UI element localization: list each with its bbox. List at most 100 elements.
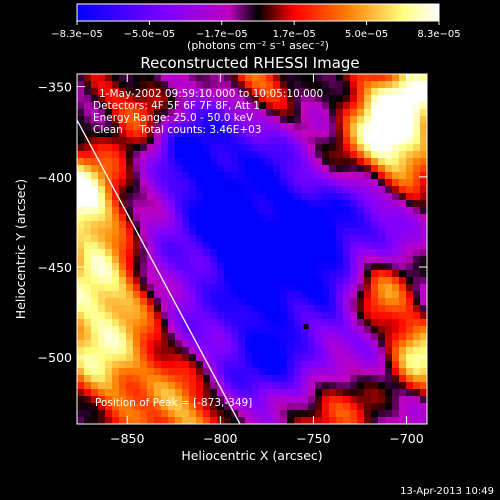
heatmap-cell xyxy=(350,368,358,376)
heatmap-cell xyxy=(210,382,218,390)
heatmap-cell xyxy=(420,193,427,201)
heatmap-cell xyxy=(238,396,246,404)
heatmap-cell xyxy=(140,102,148,110)
plot-frame xyxy=(76,73,428,425)
heatmap-cell xyxy=(343,389,351,397)
heatmap-cell xyxy=(308,221,316,229)
heatmap-cell xyxy=(77,417,85,424)
heatmap-cell xyxy=(343,319,351,327)
heatmap-cell xyxy=(196,256,204,264)
heatmap-cell xyxy=(329,144,337,152)
heatmap-cell xyxy=(126,228,134,236)
heatmap-cell xyxy=(399,165,407,173)
heatmap-cell xyxy=(399,263,407,271)
heatmap-cell xyxy=(126,200,134,208)
heatmap-cell xyxy=(84,151,92,159)
heatmap-cell xyxy=(301,333,309,341)
heatmap-cell xyxy=(161,186,169,194)
heatmap-cell xyxy=(154,291,162,299)
heatmap-cell xyxy=(98,319,106,327)
heatmap-cell xyxy=(252,109,260,117)
heatmap-cell xyxy=(175,207,183,215)
heatmap-cell xyxy=(126,158,134,166)
heatmap-cell xyxy=(280,151,288,159)
heatmap-cell xyxy=(217,326,225,334)
heatmap-cell xyxy=(294,186,302,194)
heatmap-cell xyxy=(343,347,351,355)
heatmap-cell xyxy=(126,263,134,271)
heatmap-cell xyxy=(329,200,337,208)
heatmap-cell xyxy=(245,403,253,411)
heatmap-cell xyxy=(315,193,323,201)
heatmap-cell xyxy=(154,200,162,208)
heatmap-cell xyxy=(357,116,365,124)
heatmap-cell xyxy=(98,172,106,180)
heatmap-cell xyxy=(266,249,274,257)
heatmap-cell xyxy=(329,333,337,341)
heatmap-cell xyxy=(252,298,260,306)
heatmap-cell xyxy=(224,137,232,145)
heatmap-cell xyxy=(140,235,148,243)
heatmap-cell xyxy=(238,277,246,285)
heatmap-cell xyxy=(322,214,330,222)
heatmap-cell xyxy=(77,375,85,383)
heatmap-cell xyxy=(203,158,211,166)
heatmap-cell xyxy=(161,200,169,208)
heatmap-cell xyxy=(266,179,274,187)
heatmap-cell xyxy=(273,417,281,424)
heatmap-cell xyxy=(280,130,288,138)
heatmap-cell xyxy=(133,347,141,355)
heatmap-cell xyxy=(336,74,344,82)
heatmap-cell xyxy=(231,179,239,187)
heatmap-cell xyxy=(133,158,141,166)
heatmap-cell xyxy=(224,186,232,194)
heatmap-cell xyxy=(77,340,85,348)
heatmap-cell xyxy=(231,368,239,376)
heatmap-cell xyxy=(364,396,372,404)
heatmap-cell xyxy=(189,137,197,145)
heatmap-cell xyxy=(245,123,253,131)
heatmap-cell xyxy=(119,375,127,383)
heatmap-cell xyxy=(77,312,85,320)
heatmap-cell xyxy=(77,116,85,124)
heatmap-cell xyxy=(413,235,421,243)
heatmap-cell xyxy=(273,319,281,327)
heatmap-cell xyxy=(259,102,267,110)
heatmap-cell xyxy=(140,340,148,348)
heatmap-cell xyxy=(196,165,204,173)
heatmap-cell xyxy=(420,389,427,397)
heatmap-cell xyxy=(161,158,169,166)
heatmap-cell xyxy=(175,340,183,348)
heatmap-cell xyxy=(399,403,407,411)
heatmap-cell xyxy=(343,298,351,306)
heatmap-cell xyxy=(91,417,99,424)
heatmap-cell xyxy=(301,382,309,390)
heatmap-cell xyxy=(196,340,204,348)
heatmap-cell xyxy=(98,249,106,257)
heatmap-cell xyxy=(259,242,267,250)
heatmap-cell xyxy=(112,340,120,348)
heatmap-cell xyxy=(126,144,134,152)
heatmap-cell xyxy=(168,368,176,376)
heatmap-cell xyxy=(175,326,183,334)
heatmap-cell xyxy=(259,179,267,187)
heatmap-cell xyxy=(189,235,197,243)
heatmap-cell xyxy=(98,354,106,362)
heatmap-cell xyxy=(98,221,106,229)
heatmap-cell xyxy=(280,186,288,194)
heatmap-cell xyxy=(336,305,344,313)
heatmap-cell xyxy=(322,305,330,313)
heatmap-cell xyxy=(98,284,106,292)
heatmap-cell xyxy=(336,228,344,236)
heatmap-cell xyxy=(210,193,218,201)
heatmap-cell xyxy=(329,305,337,313)
heatmap-cell xyxy=(385,186,393,194)
heatmap-cell xyxy=(161,123,169,131)
heatmap-cell xyxy=(364,410,372,418)
heatmap-cell xyxy=(259,333,267,341)
heatmap-cell xyxy=(119,277,127,285)
heatmap-cell xyxy=(175,186,183,194)
heatmap-cell xyxy=(294,151,302,159)
heatmap-cell xyxy=(147,396,155,404)
heatmap-cell xyxy=(175,193,183,201)
